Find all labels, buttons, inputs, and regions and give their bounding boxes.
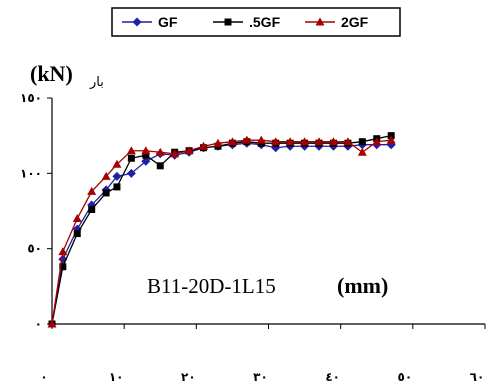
x-tick-label: ١٠	[109, 370, 124, 384]
y-tick-label: ١٠٠	[20, 166, 42, 180]
data-point	[314, 137, 324, 146]
series-layer	[47, 132, 396, 329]
data-point	[372, 137, 382, 146]
series-gf	[47, 138, 396, 329]
data-point	[242, 135, 252, 144]
legend-label: 2GF	[341, 14, 369, 30]
data-point	[387, 132, 395, 140]
data-point	[72, 214, 82, 223]
legend-item: 2GF	[305, 14, 369, 30]
specimen-code: B11-20D-1L15	[147, 274, 276, 298]
data-point	[156, 162, 164, 170]
legend-swatch-marker	[224, 18, 232, 26]
data-point	[102, 189, 110, 197]
data-point	[386, 135, 396, 144]
data-point	[227, 137, 237, 146]
data-point	[300, 137, 310, 146]
y-tick-label: ٥٠	[27, 242, 42, 256]
data-point	[73, 230, 81, 238]
x-tick-label: ٢٠	[181, 370, 196, 384]
displacement-unit: (mm)	[337, 273, 388, 298]
data-point	[142, 151, 150, 159]
data-point	[357, 147, 367, 156]
data-point	[87, 186, 97, 195]
data-point	[112, 171, 122, 181]
legend-swatch-marker	[315, 17, 325, 26]
ticks: ٠ ١٠ ٢٠ ٣٠ ٤٠ ٥٠ ٦٠ ٠ ٥٠ ١٠٠ ١٥٠	[20, 91, 486, 384]
legend-box	[111, 7, 401, 37]
data-point	[88, 205, 96, 213]
y-axis-word: بار	[89, 75, 104, 90]
series-2gf	[47, 135, 396, 328]
legend-item: .5GF	[213, 14, 281, 30]
data-point	[112, 159, 122, 168]
data-point	[155, 147, 165, 156]
series-5gf	[48, 132, 395, 328]
data-point	[47, 319, 57, 328]
legend-item: GF	[122, 14, 178, 30]
data-point	[184, 146, 194, 155]
data-point	[256, 135, 266, 144]
x-tick-label: ٦٠	[470, 370, 485, 384]
data-point	[199, 141, 209, 150]
data-point	[358, 138, 366, 146]
data-point	[101, 171, 111, 180]
data-point	[343, 137, 353, 146]
data-point	[58, 247, 68, 256]
data-point	[271, 137, 281, 146]
data-point	[141, 156, 151, 166]
data-point	[141, 146, 151, 155]
data-point	[59, 263, 67, 271]
x-tick-label: ٠	[40, 370, 47, 384]
legend-label: GF	[158, 14, 178, 30]
data-point	[213, 138, 223, 147]
x-tick-label: ٤٠	[325, 370, 340, 384]
legend-label: .5GF	[249, 14, 281, 30]
data-point	[328, 137, 338, 146]
data-point	[127, 154, 135, 162]
x-tick-label: ٥٠	[398, 370, 413, 384]
legend-swatch-marker	[132, 17, 142, 27]
data-point	[126, 168, 136, 178]
y-axis-unit: (kN)	[30, 61, 73, 86]
data-point	[170, 149, 180, 158]
data-point	[126, 146, 136, 155]
legend: GF .5GF 2GF	[111, 7, 401, 37]
y-tick-label: ٠	[35, 317, 42, 331]
y-tick-label: ١٥٠	[20, 91, 42, 105]
data-point	[113, 183, 121, 191]
data-point	[285, 137, 295, 146]
x-tick-label: ٣٠	[253, 370, 268, 384]
